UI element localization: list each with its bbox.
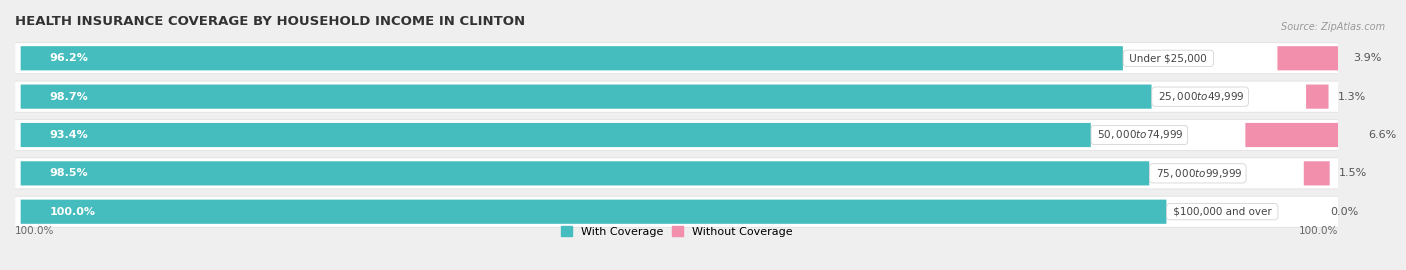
FancyBboxPatch shape bbox=[1306, 85, 1329, 109]
FancyBboxPatch shape bbox=[21, 200, 1167, 224]
FancyBboxPatch shape bbox=[15, 43, 1367, 74]
FancyBboxPatch shape bbox=[21, 161, 1149, 185]
FancyBboxPatch shape bbox=[15, 196, 1367, 227]
Text: Source: ZipAtlas.com: Source: ZipAtlas.com bbox=[1281, 22, 1385, 32]
FancyBboxPatch shape bbox=[15, 81, 1367, 112]
FancyBboxPatch shape bbox=[15, 158, 1367, 189]
Text: $50,000 to $74,999: $50,000 to $74,999 bbox=[1094, 129, 1184, 141]
FancyBboxPatch shape bbox=[21, 46, 1123, 70]
FancyBboxPatch shape bbox=[21, 123, 1091, 147]
Text: HEALTH INSURANCE COVERAGE BY HOUSEHOLD INCOME IN CLINTON: HEALTH INSURANCE COVERAGE BY HOUSEHOLD I… bbox=[15, 15, 524, 28]
Text: 98.5%: 98.5% bbox=[49, 168, 89, 178]
FancyBboxPatch shape bbox=[1278, 46, 1344, 70]
Text: 100.0%: 100.0% bbox=[15, 225, 55, 235]
Text: 100.0%: 100.0% bbox=[49, 207, 96, 217]
Legend: With Coverage, Without Coverage: With Coverage, Without Coverage bbox=[557, 222, 797, 241]
Text: $100,000 and over: $100,000 and over bbox=[1170, 207, 1275, 217]
FancyBboxPatch shape bbox=[21, 85, 1152, 109]
FancyBboxPatch shape bbox=[15, 119, 1367, 151]
Text: 93.4%: 93.4% bbox=[49, 130, 89, 140]
Text: 1.3%: 1.3% bbox=[1337, 92, 1365, 102]
Text: 6.6%: 6.6% bbox=[1368, 130, 1396, 140]
Text: $75,000 to $99,999: $75,000 to $99,999 bbox=[1153, 167, 1243, 180]
Text: 98.7%: 98.7% bbox=[49, 92, 89, 102]
Text: 1.5%: 1.5% bbox=[1339, 168, 1367, 178]
Text: 3.9%: 3.9% bbox=[1354, 53, 1382, 63]
Text: $25,000 to $49,999: $25,000 to $49,999 bbox=[1154, 90, 1246, 103]
Text: 0.0%: 0.0% bbox=[1330, 207, 1358, 217]
Text: 96.2%: 96.2% bbox=[49, 53, 89, 63]
Text: Under $25,000: Under $25,000 bbox=[1126, 53, 1211, 63]
Text: 100.0%: 100.0% bbox=[1299, 225, 1339, 235]
FancyBboxPatch shape bbox=[1303, 161, 1330, 185]
FancyBboxPatch shape bbox=[1246, 123, 1360, 147]
